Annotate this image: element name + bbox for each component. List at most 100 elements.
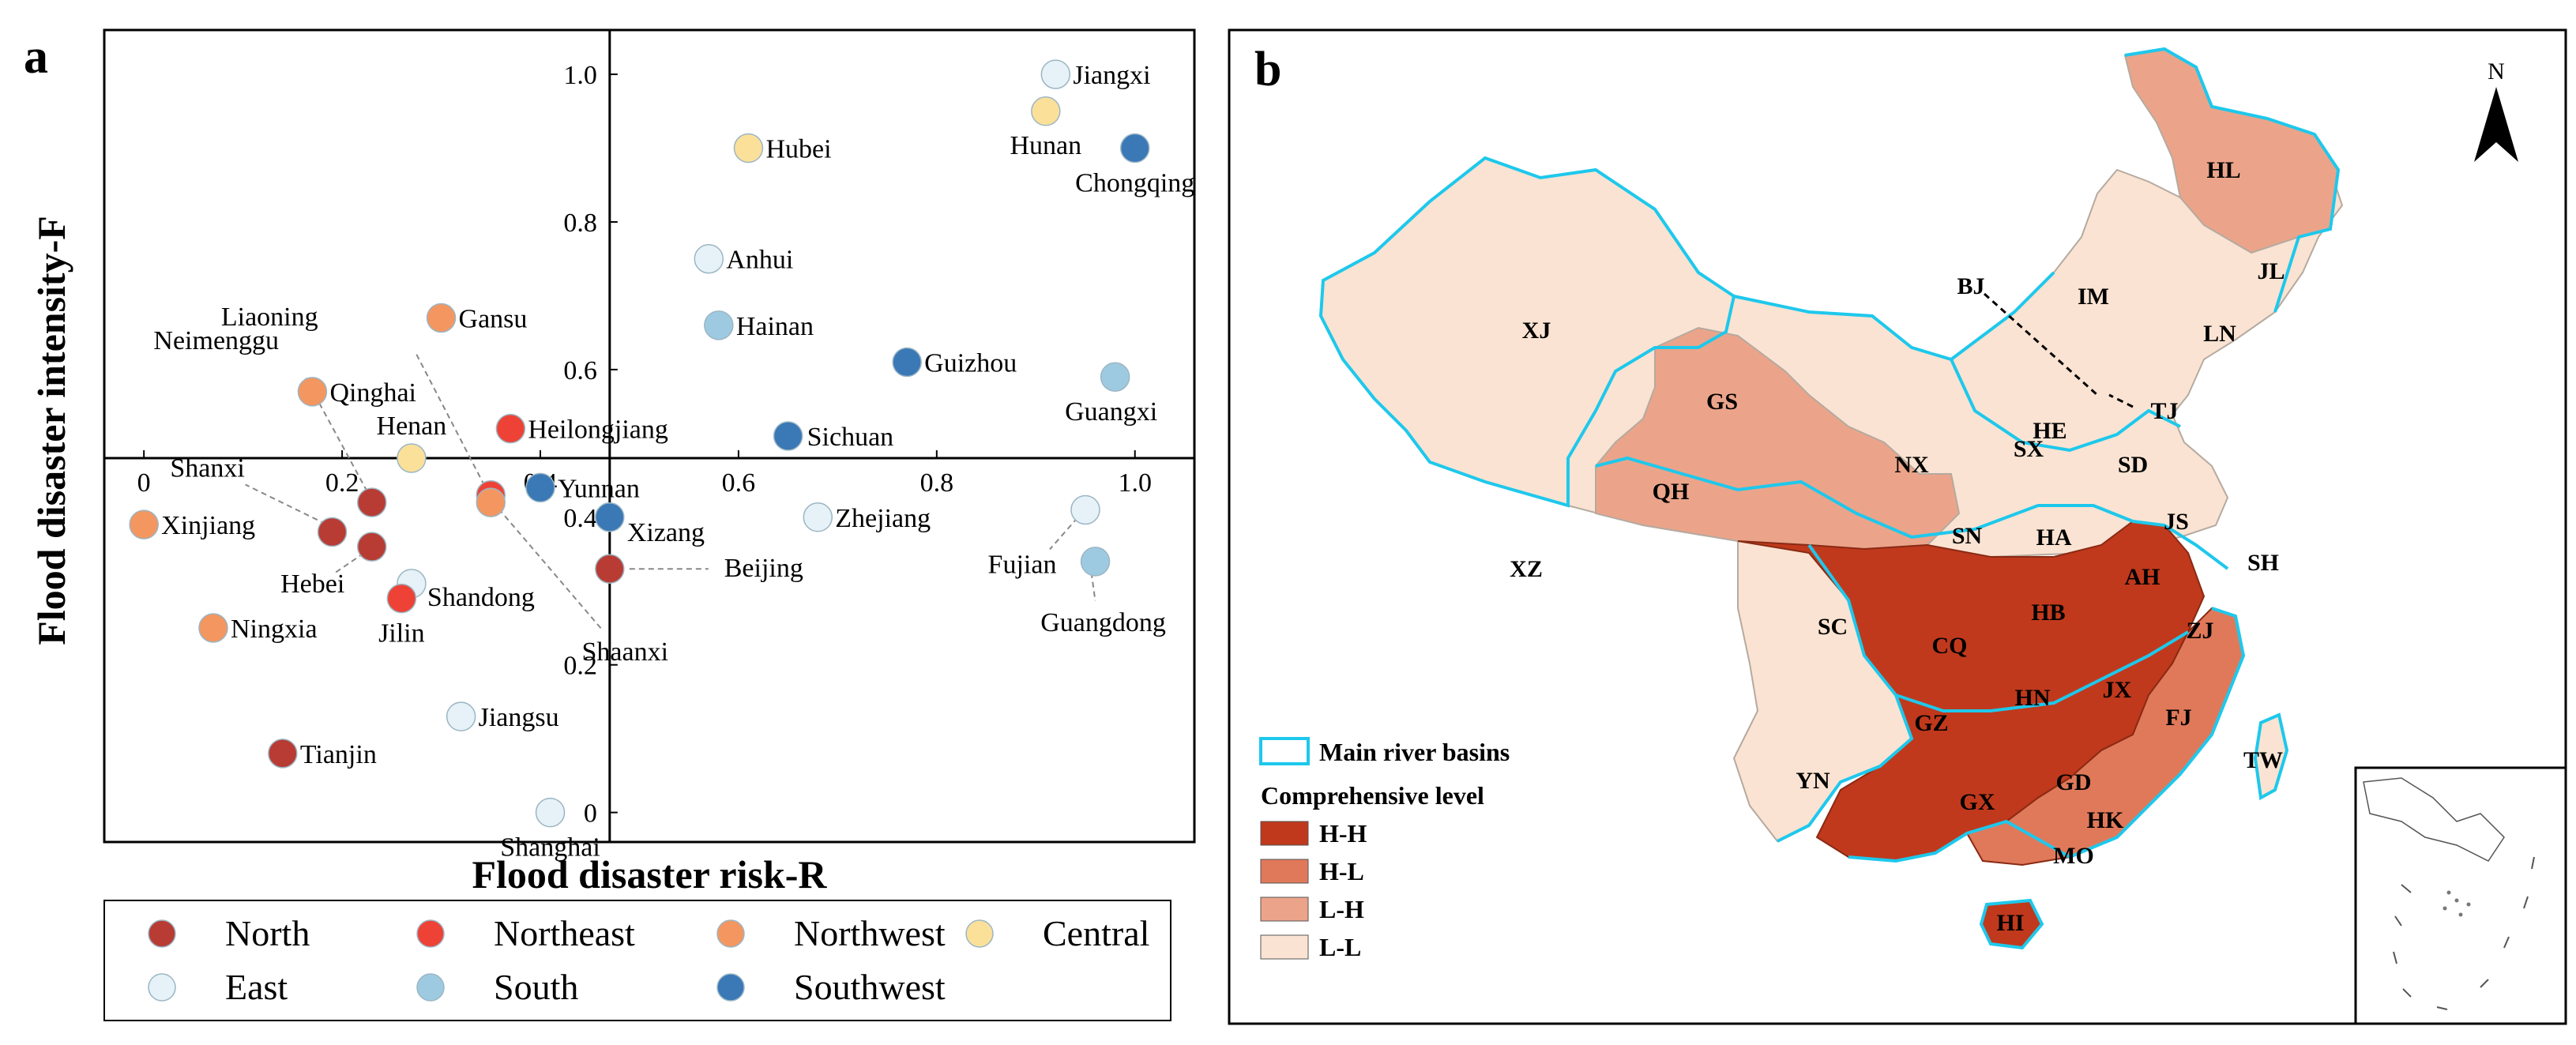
x-tick-label: 0.8	[920, 468, 954, 498]
label-xizang: Xizang	[627, 518, 705, 547]
point-shanxi	[317, 517, 348, 547]
label-henan: Henan	[377, 412, 447, 441]
legend-label-north: North	[225, 913, 310, 953]
province-label-js: JS	[2164, 509, 2189, 535]
legend-marker-north	[148, 919, 176, 948]
province-label-qh: QH	[1653, 479, 1690, 505]
label-hainan: Hainan	[736, 312, 814, 341]
x-tick-label: 0.6	[722, 468, 756, 498]
point-neimenggu	[356, 487, 387, 517]
x-tick-label: 1.0	[1118, 468, 1152, 498]
province-label-jx: JX	[2103, 677, 2132, 703]
label-shanxi: Shanxi	[170, 453, 244, 483]
province-label-sx: SX	[2014, 436, 2044, 462]
label-jiangxi: Jiangxi	[1073, 61, 1150, 90]
province-label-mo: MO	[2053, 843, 2094, 869]
leader-hebei	[333, 552, 365, 575]
level-swatch-l-h	[1260, 897, 1309, 922]
province-label-sc: SC	[1818, 614, 1848, 640]
north-arrow-icon: N	[2474, 58, 2518, 162]
province-label-hk: HK	[2087, 807, 2124, 833]
data-points	[129, 59, 1150, 828]
point-fujian	[1070, 494, 1100, 525]
level-legend-title: Comprehensive level	[1261, 781, 1484, 810]
point-zhejiang	[803, 502, 833, 532]
map-legend: Main river basins Comprehensive level H-…	[1259, 737, 1510, 961]
point-anhui	[694, 243, 724, 274]
label-beijing: Beijing	[724, 554, 803, 583]
south-china-sea-inset	[2354, 766, 2567, 1025]
label-gansu: Gansu	[459, 304, 528, 333]
level-label-h-h: H-H	[1319, 819, 1367, 848]
province-label-sn: SN	[1952, 523, 1983, 549]
province-label-tw: TW	[2243, 747, 2283, 773]
y-tick-label: 0.6	[563, 356, 597, 385]
tj-leader-line	[2108, 393, 2134, 408]
label-hunan: Hunan	[1010, 131, 1081, 160]
province-label-cq: CQ	[1932, 633, 1968, 659]
label-zhejiang: Zhejiang	[835, 504, 931, 533]
province-label-ln: LN	[2203, 321, 2236, 347]
label-anhui: Anhui	[726, 246, 793, 275]
label-qinghai: Qinghai	[329, 378, 416, 408]
province-label-gs: GS	[1706, 389, 1738, 415]
label-yunnan: Yunnan	[558, 474, 640, 503]
level-swatch-h-l	[1260, 859, 1309, 884]
point-xizang	[595, 502, 625, 532]
point-qinghai	[297, 377, 328, 407]
legend-label-central: Central	[1043, 913, 1149, 953]
x-tick-label: 0.2	[325, 468, 359, 498]
level-swatch-h-h	[1260, 821, 1309, 846]
point-labels: Jiangxi Hunan Chongqing Hubei Anhui Hainan Gui…	[153, 61, 1194, 863]
x-axis-label: Flood disaster risk-R	[472, 852, 827, 897]
province-label-tj: TJ	[2150, 398, 2178, 424]
province-label-hb: HB	[2031, 600, 2065, 626]
province-label-gz: GZ	[1914, 710, 1948, 736]
x-tick-label: 0	[137, 468, 151, 498]
legend-marker-southwest	[716, 973, 745, 1002]
point-henan	[397, 443, 427, 473]
point-ningxia	[198, 613, 228, 643]
province-label-xj: XJ	[1522, 318, 1551, 344]
point-chongqing	[1119, 133, 1150, 164]
province-label-hn: HN	[2015, 685, 2051, 711]
point-hunan	[1031, 96, 1061, 126]
level-label-l-h: L-H	[1319, 895, 1364, 923]
panel-a-letter: a	[24, 30, 48, 84]
legend-label-east: East	[225, 967, 288, 1007]
province-label-jl: JL	[2257, 258, 2285, 284]
label-guangxi: Guangxi	[1065, 397, 1157, 427]
province-label-hi: HI	[1996, 910, 2024, 936]
leader-shaanxi	[498, 508, 603, 630]
label-liaoning: Liaoning	[221, 303, 318, 332]
point-shaanxi	[476, 487, 506, 517]
legend-label-northwest: Northwest	[794, 913, 946, 953]
label-heilongjiang: Heilongjiang	[528, 415, 668, 445]
point-shanghai	[535, 797, 566, 828]
label-ningxia: Ningxia	[231, 615, 318, 644]
province-label-hl: HL	[2206, 157, 2240, 183]
y-tick-label: 1.0	[563, 61, 597, 90]
province-label-ah: AH	[2125, 564, 2160, 590]
level-legend-items: H-H H-L L-H L-L	[1260, 819, 1367, 961]
province-label-sh: SH	[2247, 550, 2279, 576]
label-jilin: Jilin	[378, 619, 425, 648]
point-hainan	[704, 310, 734, 340]
region-legend: North Northeast Northwest Central East South S…	[103, 900, 1171, 1021]
province-label-im: IM	[2078, 284, 2109, 310]
legend-marker-central	[965, 919, 994, 948]
point-jiangxi	[1040, 59, 1071, 89]
leader-guangdong	[1090, 572, 1096, 602]
province-label-sd: SD	[2118, 452, 2148, 478]
legend-marker-south	[416, 973, 445, 1002]
province-label-he: HE	[2033, 418, 2066, 444]
y-tick-label: 0.4	[563, 504, 597, 533]
legend-marker-northeast	[416, 919, 445, 948]
legend-marker-east	[148, 973, 176, 1002]
y-tick-label: 0.8	[563, 209, 597, 238]
river-basin-lines	[1318, 47, 2341, 950]
province-label-gd: GD	[2056, 769, 2092, 795]
point-hebei	[356, 532, 387, 562]
